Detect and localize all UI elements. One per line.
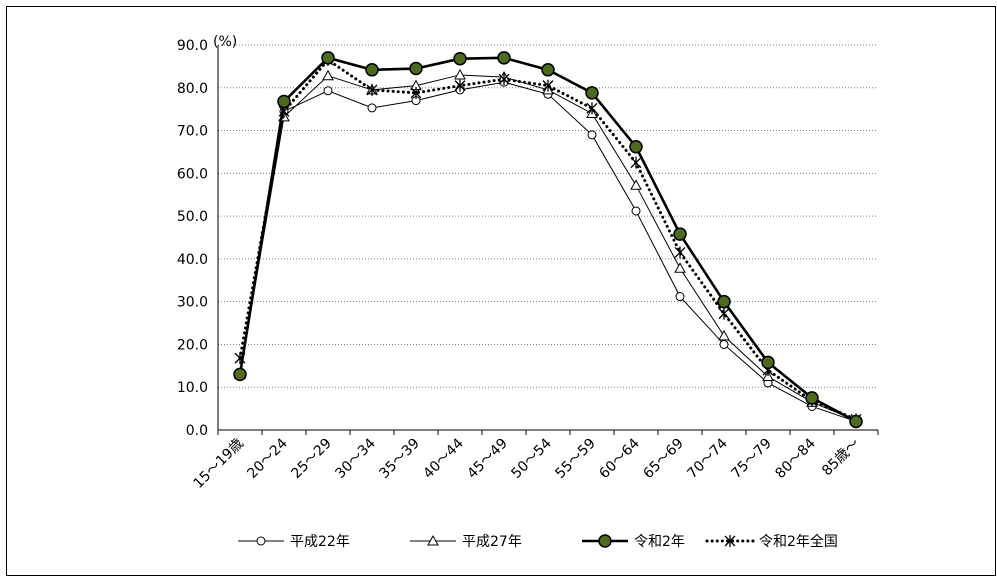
point-circle-open <box>719 339 729 349</box>
point-triangle-open <box>454 68 466 80</box>
axes <box>217 45 879 435</box>
point-asterisk <box>454 79 466 92</box>
y-tick-label: 70.0 <box>177 124 208 140</box>
y-tick-labels: 0.0 10.0 20.0 30.0 40.0 50.0 60.0 70.0 80.0 90.0 <box>177 38 208 439</box>
point-circle-filled <box>541 63 555 77</box>
point-circle-filled <box>497 51 511 65</box>
point-asterisk <box>366 83 378 96</box>
y-tick-label: 20.0 <box>177 337 208 353</box>
point-triangle-open <box>630 179 642 190</box>
point-circle-filled <box>673 227 687 241</box>
point-circle-open <box>256 536 266 546</box>
x-tick-label: 40～44 <box>420 435 466 481</box>
point-circle-filled <box>717 294 731 309</box>
point-triangle-open <box>427 534 439 546</box>
x-tick-label: 15～19歳 <box>191 436 247 492</box>
point-circle-filled <box>598 534 612 548</box>
x-tick-label: 85歳～ <box>819 436 863 480</box>
series-group <box>233 51 863 429</box>
y-tick-label: 90.0 <box>177 38 208 54</box>
point-asterisk <box>586 102 598 115</box>
y-tick-label: 60.0 <box>177 166 208 182</box>
line-chart: 0.010.020.030.040.050.060.070.080.090.0 … <box>177 34 879 550</box>
point-asterisk <box>718 307 730 320</box>
x-tick-label: 75～79 <box>728 436 774 482</box>
legend-label: 平成27年 <box>462 534 522 550</box>
x-tick-label: 80～84 <box>772 435 818 481</box>
point-circle-open <box>631 206 641 216</box>
x-tick-label: 30～34 <box>332 435 378 481</box>
legend-item: 令和2年 <box>582 534 685 550</box>
y-tick-label: 80.0 <box>177 81 208 97</box>
point-circle-filled <box>453 51 467 66</box>
point-asterisk <box>630 156 642 169</box>
point-circle-filled <box>849 414 863 429</box>
y-axis-unit: (%) <box>213 34 237 50</box>
point-circle-filled <box>321 51 335 65</box>
x-tick-label: 45～49 <box>464 436 510 482</box>
point-circle-open <box>323 86 333 96</box>
series-4 <box>234 53 862 426</box>
point-circle-filled <box>629 140 643 154</box>
point-circle-filled <box>805 391 819 405</box>
point-circle-filled <box>233 367 247 382</box>
legend-item: 令和2年全国 <box>705 533 838 550</box>
y-tick-label: 50.0 <box>177 209 208 225</box>
point-circle-filled <box>585 86 599 100</box>
point-triangle-open <box>322 69 334 81</box>
legend-label: 平成22年 <box>290 534 350 550</box>
legend-item: 平成27年 <box>410 534 522 550</box>
point-circle-open <box>587 130 597 140</box>
y-tick-label: 0.0 <box>186 423 208 439</box>
y-tick-label: 10.0 <box>177 380 208 396</box>
x-tick-labels: 15～19歳20～2425～2930～3435～3940～4445～4950～5… <box>191 435 863 491</box>
series-line <box>239 81 857 422</box>
point-circle-filled <box>277 94 291 109</box>
series-line <box>239 74 857 422</box>
x-tick-label: 65～69 <box>640 436 686 482</box>
point-circle-filled <box>365 63 379 77</box>
legend-item: 平成22年 <box>238 534 350 550</box>
legend-label: 令和2年 <box>634 534 685 550</box>
point-triangle-open <box>718 329 730 341</box>
point-triangle-open <box>674 262 686 273</box>
point-circle-open <box>367 103 377 113</box>
y-tick-label: 30.0 <box>177 295 208 311</box>
y-tick-label: 40.0 <box>177 252 208 268</box>
point-asterisk <box>674 246 686 259</box>
x-tick-label: 25～29 <box>288 436 334 482</box>
point-asterisk <box>498 73 510 86</box>
point-asterisk <box>410 86 422 99</box>
point-circle-filled <box>761 355 775 370</box>
series-3 <box>233 51 863 429</box>
point-circle-filled <box>409 61 423 76</box>
point-asterisk <box>542 79 554 92</box>
x-tick-label: 55～59 <box>552 436 598 482</box>
x-tick-label: 60～64 <box>596 435 642 481</box>
x-tick-label: 35～39 <box>376 436 422 482</box>
legend-label: 令和2年全国 <box>759 533 838 550</box>
x-tick-label: 20～24 <box>244 435 290 481</box>
x-tick-label: 50～54 <box>508 435 554 481</box>
x-tick-label: 70～74 <box>684 435 730 481</box>
point-circle-open <box>675 292 685 302</box>
legend: 平成22年 平成27年 令和2年 令和2年全国 <box>238 533 838 550</box>
point-asterisk <box>724 535 736 547</box>
series-line <box>238 57 858 421</box>
